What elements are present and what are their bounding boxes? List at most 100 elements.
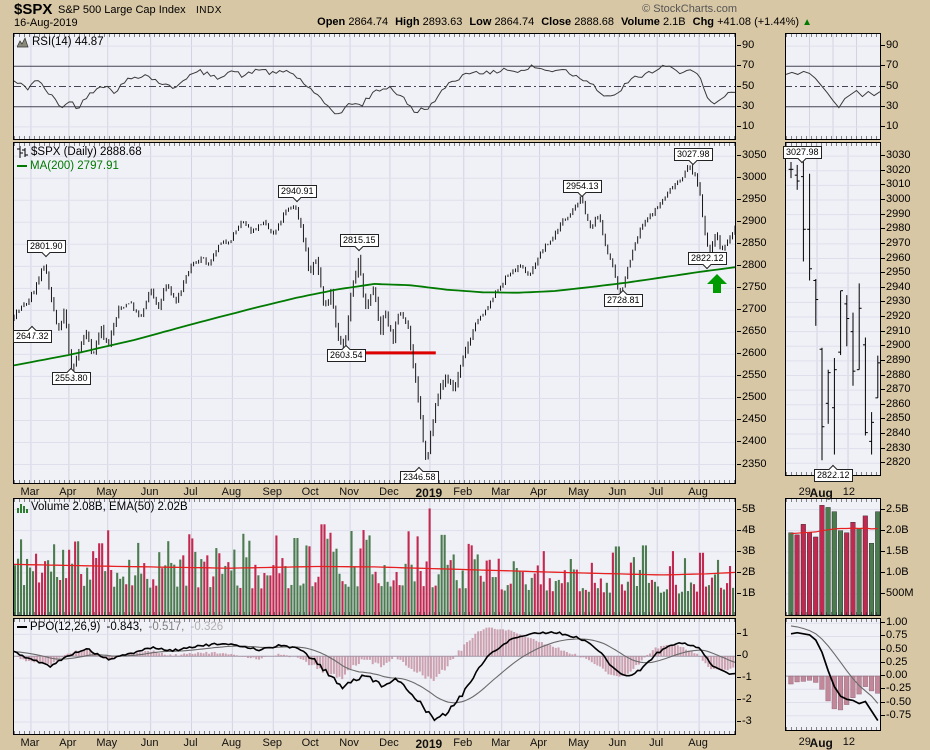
close-label: Close — [541, 16, 572, 28]
symbol-name: S&P 500 Large Cap Index — [58, 4, 186, 16]
axis-tick-mark — [881, 418, 885, 420]
axis-tick-label: 2400 — [742, 435, 767, 448]
chg-label: Chg — [692, 16, 715, 28]
rsi-zoom-panel[interactable] — [785, 33, 881, 140]
axis-tick-label: 1.00 — [886, 616, 908, 629]
axis-tick-label: 2850 — [886, 412, 911, 425]
x-axis-label: Aug — [809, 736, 833, 750]
high-label: High — [395, 16, 420, 28]
axis-tick-mark — [737, 633, 741, 635]
symbol: $SPX — [14, 1, 53, 18]
axis-tick-label: 2970 — [886, 236, 911, 249]
axis-tick-mark — [881, 462, 885, 464]
axis-tick-label: 2990 — [886, 207, 911, 220]
ppo-panel[interactable] — [13, 618, 736, 735]
axis-tick-mark — [737, 125, 741, 127]
ppo-line-icon — [17, 626, 27, 628]
x-axis-label: Jul — [649, 486, 664, 498]
x-axis-label: Jun — [140, 737, 159, 749]
axis-tick-label: 3030 — [886, 149, 911, 162]
axis-tick-mark — [881, 199, 885, 201]
volume-legend: Volume 2.08B, EMA(50) 2.02B — [17, 501, 188, 513]
x-axis-label: Mar — [20, 737, 40, 749]
price-zoom-panel[interactable] — [785, 142, 881, 476]
axis-tick-label: 1.0B — [886, 565, 909, 578]
axis-tick-label: 50 — [742, 79, 755, 92]
axis-tick-label: 4B — [742, 523, 756, 536]
axis-tick-label: 2890 — [886, 353, 911, 366]
axis-tick-mark — [881, 648, 885, 650]
axis-tick-mark — [881, 286, 885, 288]
x-axis-label: 12 — [842, 736, 856, 748]
x-axis-label: 12 — [842, 486, 856, 498]
x-axis-label: Mar — [491, 486, 511, 498]
axis-tick-mark — [737, 177, 741, 179]
ppo-hist-value: -0.326 — [187, 621, 224, 633]
axis-tick-label: -0.50 — [886, 695, 912, 708]
axis-tick-mark — [881, 45, 885, 47]
rsi-panel[interactable] — [13, 33, 736, 140]
volume-zoom-panel[interactable] — [785, 498, 881, 616]
x-axis-label: Apr — [59, 737, 77, 749]
axis-tick-label: 2450 — [742, 413, 767, 426]
x-axis-label: Mar — [491, 737, 511, 749]
axis-tick-mark — [737, 287, 741, 289]
ppo-legend-label: PPO(12,26,9) — [30, 621, 101, 633]
axis-tick-label: 1 — [742, 627, 749, 640]
axis-tick-mark — [881, 550, 885, 552]
axis-tick-mark — [737, 463, 741, 465]
axis-tick-label: 2900 — [886, 339, 911, 352]
axis-tick-mark — [881, 316, 885, 318]
change-up-arrow-icon: ▲ — [802, 17, 812, 28]
axis-tick-mark — [737, 397, 741, 399]
axis-tick-label: 2800 — [742, 259, 767, 272]
axis-tick-label: 0.25 — [886, 655, 908, 668]
axis-tick-label: 3010 — [886, 178, 911, 191]
x-axis-label: 29 — [798, 486, 811, 498]
axis-tick-label: 2940 — [886, 280, 911, 293]
price-panel[interactable] — [13, 142, 736, 484]
chart-date: 16-Aug-2019 — [14, 17, 78, 29]
axis-tick-label: -0.25 — [886, 682, 912, 695]
ppo-zoom-panel[interactable] — [785, 618, 881, 731]
axis-tick-mark — [737, 655, 741, 657]
x-axis-label: Oct — [301, 486, 319, 498]
axis-tick-label: 30 — [742, 99, 755, 112]
volume-panel[interactable] — [13, 498, 736, 616]
volume-label: Volume — [621, 16, 660, 28]
axis-tick-label: 90 — [886, 39, 899, 52]
x-axis-label: Apr — [59, 486, 77, 498]
axis-tick-label: 5B — [742, 502, 756, 515]
axis-tick-label: 0.50 — [886, 642, 908, 655]
axis-tick-label: 2650 — [742, 325, 767, 338]
axis-tick-mark — [737, 265, 741, 267]
x-axis-label: Jun — [140, 486, 159, 498]
axis-tick-mark — [737, 155, 741, 157]
x-axis-label: Nov — [339, 737, 359, 749]
open-label: Open — [317, 16, 346, 28]
axis-tick-mark — [881, 635, 885, 637]
axis-tick-mark — [737, 720, 741, 722]
open-value: 2864.74 — [348, 16, 389, 28]
axis-tick-mark — [737, 441, 741, 443]
axis-tick-mark — [881, 447, 885, 449]
axis-tick-mark — [737, 375, 741, 377]
x-axis-label: Aug — [688, 486, 708, 498]
ma-legend: MA(200) 2797.91 — [17, 160, 119, 172]
axis-tick-mark — [881, 571, 885, 573]
quote-line: Open 2864.74 High 2893.63 Low 2864.74 Close… — [310, 16, 812, 28]
exchange-label: INDX — [196, 5, 222, 16]
axis-tick-label: 2820 — [886, 456, 911, 469]
x-axis-label: Apr — [529, 486, 548, 498]
x-axis-label: Oct — [301, 737, 319, 749]
axis-tick-label: 2930 — [886, 295, 911, 308]
axis-tick-label: 2920 — [886, 310, 911, 323]
axis-tick-mark — [737, 309, 741, 311]
axis-tick-label: 2700 — [742, 303, 767, 316]
axis-tick-label: 2B — [742, 565, 756, 578]
axis-tick-label: 2980 — [886, 222, 911, 235]
x-axis-label: May — [568, 486, 589, 498]
axis-tick-label: 2500 — [742, 391, 767, 404]
x-axis-label: Mar — [20, 486, 40, 498]
